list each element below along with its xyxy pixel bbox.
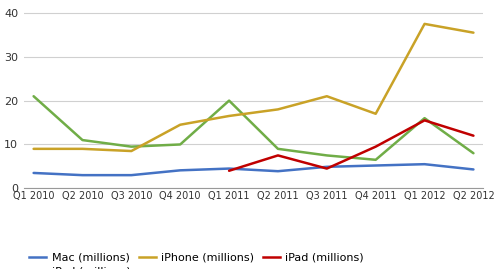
- Legend: Mac (millions), iPod (millions), iPhone (millions), iPad (millions): Mac (millions), iPod (millions), iPhone …: [30, 253, 364, 269]
